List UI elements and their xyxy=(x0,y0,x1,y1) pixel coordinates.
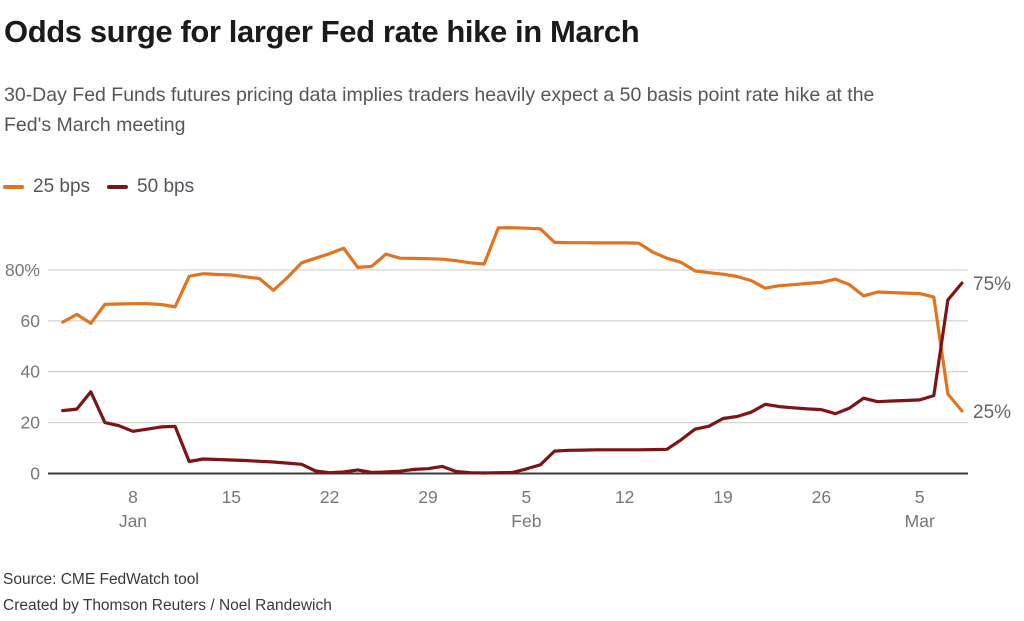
legend-swatch-25bps-icon xyxy=(3,185,24,189)
x-tick-label-4: 5 xyxy=(521,487,531,507)
source-note: Source: CME FedWatch tool xyxy=(3,571,199,588)
credit-note: Created by Thomson Reuters / Noel Randew… xyxy=(3,596,332,614)
legend-label-25bps: 25 bps xyxy=(33,176,91,197)
y-tick-label-20: 20 xyxy=(21,413,41,433)
y-tick-label-40: 40 xyxy=(21,362,41,382)
x-tick-label-3: 29 xyxy=(418,487,437,507)
series-line-25-bps xyxy=(61,226,964,413)
y-tick-label-0: 0 xyxy=(30,464,40,484)
legend-item-25bps: 25 bps xyxy=(3,176,90,198)
month-label-feb: Feb xyxy=(511,511,541,531)
x-tick-label-1: 15 xyxy=(222,487,241,507)
x-tick-label-2: 22 xyxy=(320,487,339,507)
month-label-mar: Mar xyxy=(905,511,935,531)
legend-swatch-50bps-icon xyxy=(107,185,129,189)
series-line-50-bps xyxy=(61,281,964,475)
chart-subtitle-line1: 30-Day Fed Funds futures pricing data im… xyxy=(4,84,875,106)
y-tick-label-80: 80% xyxy=(5,260,40,280)
x-tick-label-8: 5 xyxy=(915,487,925,507)
y-tick-label-60: 60 xyxy=(21,311,41,331)
x-tick-label-5: 12 xyxy=(615,487,634,507)
chart-footer: Source: CME FedWatch tool Created by Tho… xyxy=(3,567,332,618)
end-label-50-bps: 75% xyxy=(973,274,1011,295)
x-tick-label-0: 8 xyxy=(128,487,138,507)
x-tick-label-6: 19 xyxy=(713,487,732,507)
chart-subtitle-line2: Fed's March meeting xyxy=(4,114,186,136)
chart-title: Odds surge for larger Fed rate hike in M… xyxy=(4,14,640,49)
legend: 25 bps 50 bps xyxy=(3,176,211,198)
legend-label-50bps: 50 bps xyxy=(137,176,195,197)
line-chart: 80% 60 40 20 0 8 15 22 29 5 12 19 26 5 Jan Feb Mar 25% 75% xyxy=(5,226,1011,531)
x-tick-label-7: 26 xyxy=(812,487,831,507)
legend-item-50bps: 50 bps xyxy=(107,176,194,198)
month-label-jan: Jan xyxy=(119,511,147,531)
end-label-25-bps: 25% xyxy=(973,402,1011,423)
chart-subtitle: 30-Day Fed Funds futures pricing data im… xyxy=(4,80,1014,140)
